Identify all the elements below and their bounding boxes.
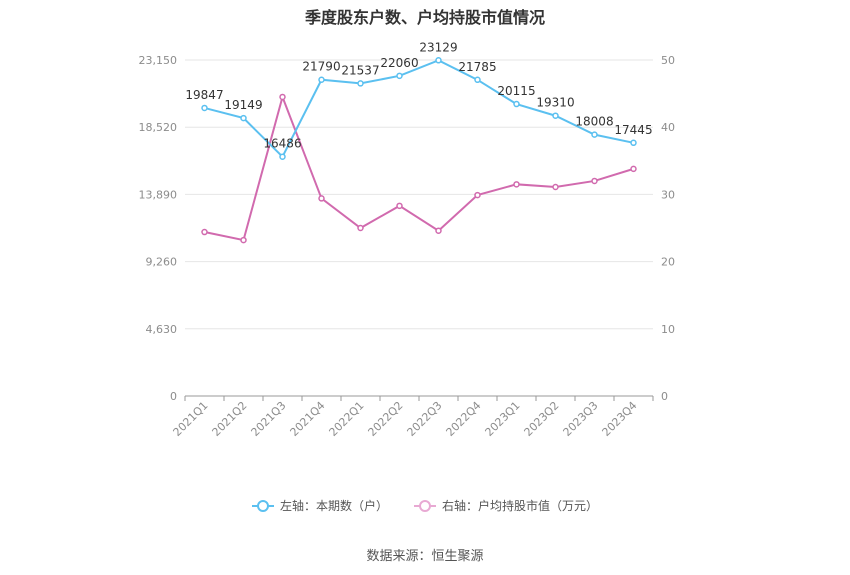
x-axis-tick-label: 2023Q2: [522, 399, 562, 439]
left-axis-tick: 9,260: [146, 256, 178, 269]
right-series-point: [279, 93, 286, 101]
data-label: 21785: [458, 60, 496, 74]
x-axis-tick-label: 2023Q3: [561, 399, 601, 439]
left-series-point: [318, 76, 325, 83]
right-series-point: [357, 224, 364, 232]
x-axis-tick-label: 2021Q3: [249, 399, 289, 439]
data-label: 18008: [575, 115, 613, 129]
right-series-point: [630, 165, 637, 173]
data-label: 16486: [263, 137, 301, 151]
data-label: 21790: [302, 60, 340, 74]
right-series-point: [201, 228, 208, 236]
x-axis-tick-label: 2021Q2: [210, 399, 250, 439]
right-axis-tick: 40: [661, 121, 675, 134]
left-axis-tick: 18,520: [139, 121, 178, 134]
right-series-point: [513, 181, 520, 188]
data-label: 23129: [419, 40, 457, 54]
left-series-line: [204, 59, 634, 159]
left-series-point: [357, 80, 364, 87]
left-series-point: [201, 104, 208, 112]
x-axis-tick-label: 2022Q4: [444, 399, 484, 439]
right-axis-tick: 50: [661, 54, 675, 67]
x-axis-tick-label: 2021Q4: [288, 399, 328, 439]
left-series-point: [474, 76, 481, 84]
left-axis-tick: 0: [170, 390, 177, 403]
right-series-point: [396, 202, 403, 210]
left-axis-tick: 4,630: [146, 323, 178, 336]
legend-left-marker: [251, 499, 274, 512]
left-series-point: [630, 139, 637, 147]
left-series-point: [591, 131, 598, 138]
x-axis-tick-label: 2023Q4: [600, 399, 640, 439]
right-axis-tick: 0: [661, 390, 668, 403]
legend: 左轴：本期数（户） 右轴：户均持股市值（万元）: [0, 497, 850, 514]
right-axis-tick: 10: [661, 323, 675, 336]
data-label: 19847: [185, 88, 223, 102]
x-axis-tick-label: 2022Q1: [327, 399, 367, 439]
left-axis-tick: 13,890: [139, 188, 178, 201]
right-series-point: [318, 195, 325, 202]
legend-item-right[interactable]: 右轴：户均持股市值（万元）: [414, 497, 598, 514]
data-label: 20115: [497, 84, 535, 98]
right-series-point: [474, 191, 481, 199]
data-label: 21537: [341, 63, 379, 77]
legend-right-marker: [414, 499, 436, 512]
data-label: 22060: [380, 56, 418, 70]
chart-title: 季度股东户数、户均持股市值情况: [304, 8, 545, 27]
left-series-point: [396, 72, 403, 80]
right-series-point: [552, 183, 559, 191]
data-source: 数据来源：恒生聚源: [366, 549, 484, 564]
left-axis-tick: 23,150: [139, 54, 178, 67]
legend-right-label: 右轴：户均持股市值（万元）: [442, 499, 599, 513]
data-label: 19310: [536, 96, 574, 110]
data-label: 17445: [614, 123, 652, 137]
right-axis-tick: 30: [661, 188, 675, 201]
right-series-line: [204, 93, 634, 242]
right-axis-tick: 20: [661, 256, 675, 269]
x-axis-tick-label: 2023Q1: [483, 399, 523, 439]
right-series-point: [435, 227, 442, 234]
left-series-point: [435, 57, 442, 64]
x-axis-tick-label: 2022Q2: [366, 399, 406, 439]
left-series-point: [552, 112, 559, 119]
right-series-point: [591, 177, 598, 185]
data-label: 19149: [224, 98, 262, 112]
left-series-point: [279, 153, 286, 160]
right-series-point: [240, 236, 247, 244]
legend-left-label: 左轴：本期数（户）: [279, 499, 388, 513]
x-axis-tick-label: 2022Q3: [405, 399, 445, 439]
x-axis-tick-label: 2021Q1: [171, 399, 211, 439]
legend-item-left[interactable]: 左轴：本期数（户）: [251, 497, 388, 514]
left-series-point: [240, 114, 247, 122]
left-series-point: [513, 100, 520, 108]
